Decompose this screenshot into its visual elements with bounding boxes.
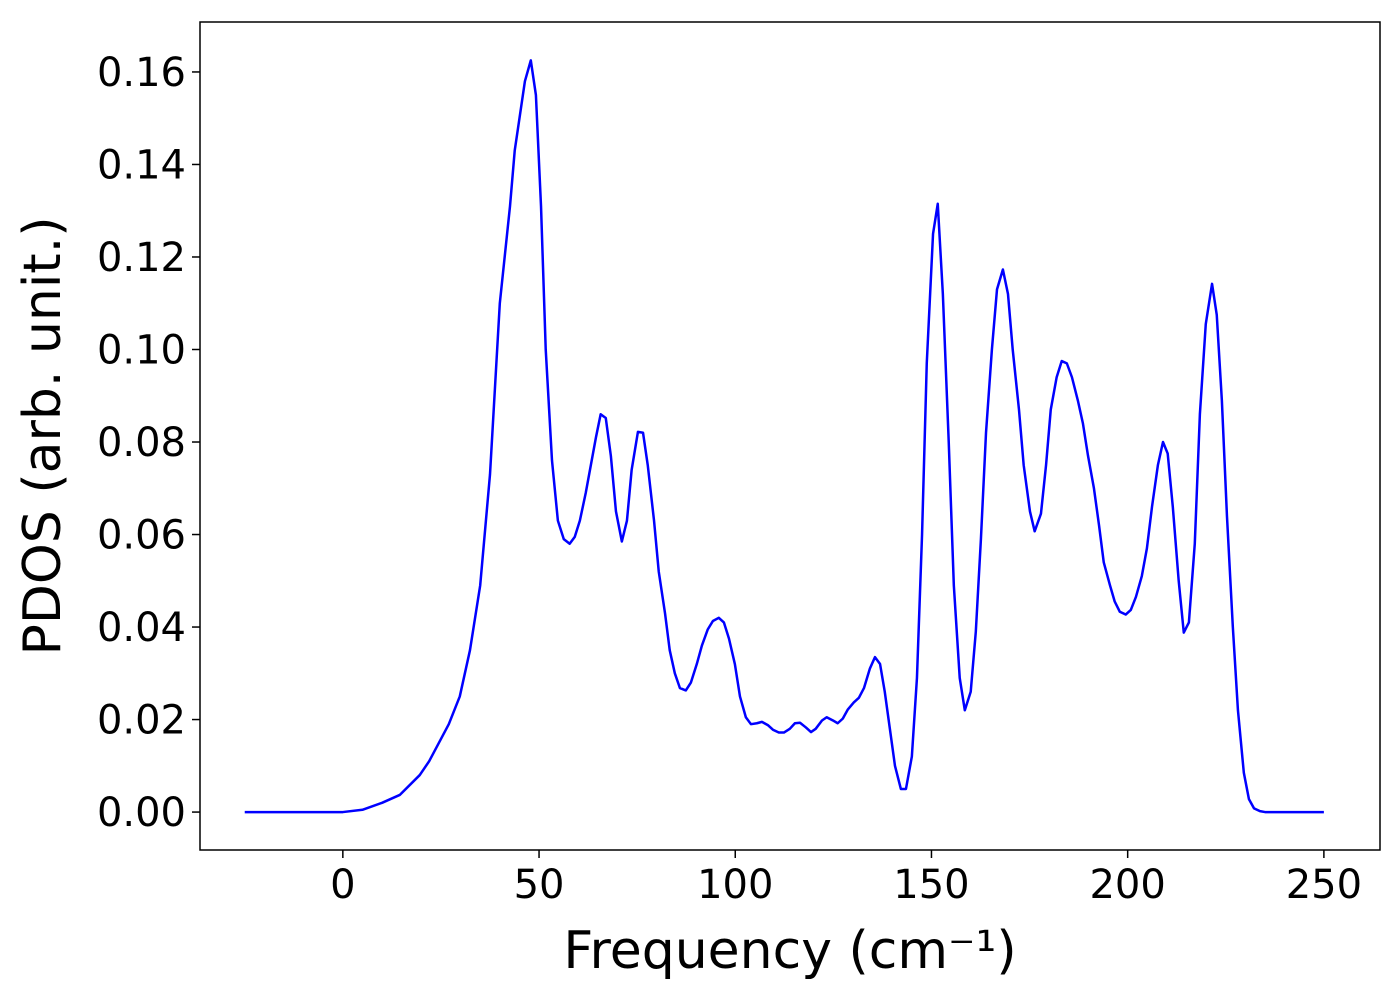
x-axis-label: Frequency (cm⁻¹) bbox=[563, 921, 1016, 981]
y-tick-label: 0.10 bbox=[97, 327, 186, 373]
y-tick-label: 0.16 bbox=[97, 50, 186, 96]
y-tick-label: 0.14 bbox=[97, 142, 186, 188]
pdos-line bbox=[244, 59, 1324, 814]
y-tick-label: 0.02 bbox=[97, 698, 186, 744]
x-tick-label: 200 bbox=[1089, 862, 1165, 908]
plot-frame bbox=[199, 21, 1381, 851]
y-tick-label: 0.04 bbox=[97, 605, 186, 651]
x-tick-label: 0 bbox=[330, 862, 355, 908]
y-axis-label: PDOS (arb. unit.) bbox=[13, 216, 73, 655]
x-tick-label: 50 bbox=[514, 862, 565, 908]
y-tick-label: 0.06 bbox=[97, 513, 186, 559]
y-tick-label: 0.00 bbox=[97, 790, 186, 836]
x-tick-label: 250 bbox=[1286, 862, 1362, 908]
x-tick-label: 150 bbox=[893, 862, 969, 908]
y-tick-label: 0.12 bbox=[97, 235, 186, 281]
y-tick-label: 0.08 bbox=[97, 420, 186, 466]
x-tick-label: 100 bbox=[697, 862, 773, 908]
